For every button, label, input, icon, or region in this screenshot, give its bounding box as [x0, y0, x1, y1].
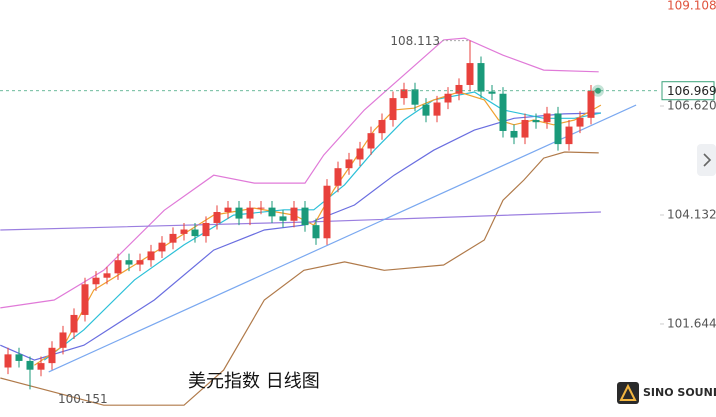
candle-body [411, 89, 419, 105]
candle-body [466, 63, 474, 85]
logo-mark [619, 383, 637, 401]
candle-body [422, 104, 430, 116]
candle-body [345, 159, 353, 169]
indicator-line [0, 37, 599, 309]
candle-body [367, 133, 375, 149]
candle-body [202, 222, 210, 237]
candle-body [59, 332, 67, 348]
candle-body [521, 120, 529, 138]
candle-body [114, 260, 122, 274]
candle-body [356, 148, 364, 160]
candle-body [26, 360, 34, 370]
candle-body [334, 168, 342, 186]
indicator-line [48, 104, 637, 373]
candle-body [400, 89, 408, 99]
chevron [703, 153, 712, 167]
candle-body [70, 314, 78, 333]
candle-body [290, 207, 298, 221]
candle-body [301, 207, 309, 226]
candle-body [213, 212, 221, 223]
candle-body [191, 229, 199, 237]
candle-body [378, 120, 386, 134]
candle-body [92, 277, 100, 285]
candle-body [279, 216, 287, 221]
candle-body [81, 284, 89, 315]
candle-body [488, 91, 496, 94]
candle-body [15, 354, 23, 361]
y-tick-label: 101.644 [667, 316, 716, 330]
candle-body [37, 363, 45, 370]
candle-body [323, 185, 331, 239]
candle-body [477, 63, 485, 92]
candle-body [455, 84, 463, 94]
last-price-box [661, 81, 715, 101]
candle-body [125, 260, 133, 265]
last-price-label: 106.969 [667, 84, 716, 98]
candle-body [554, 113, 562, 145]
candle-body [576, 117, 584, 127]
candle-body [224, 207, 232, 213]
candle-body [565, 126, 573, 145]
low-annotation: 100.151 [58, 392, 108, 406]
side-toggle[interactable] [697, 144, 716, 176]
candle-body [169, 233, 177, 243]
watermark: SINO SOUND [643, 386, 716, 399]
candle-body [499, 93, 507, 131]
candle-body [257, 207, 265, 209]
candle-body [180, 229, 188, 234]
candle-body [444, 93, 452, 103]
candle-body [235, 207, 243, 219]
y-tick-label: 104.132 [667, 207, 716, 221]
high-annotation: 108.113 [390, 34, 440, 48]
candle-body [103, 273, 111, 278]
candle-body [510, 130, 518, 138]
indicator-line [43, 91, 602, 361]
candles: 108.113 100.151 [0, 34, 660, 406]
y-tick-label: 109.108 [667, 0, 716, 13]
candle-body [158, 242, 166, 252]
candle-body [147, 251, 155, 261]
candle-body [48, 347, 56, 364]
candle-body [268, 207, 276, 217]
candle-body [587, 90, 595, 118]
candle-body [312, 225, 320, 239]
candle-body [4, 354, 12, 368]
candle-body [136, 260, 144, 265]
price-axis: 109.108 106.620 104.132 101.644 106.969 [660, 0, 716, 330]
logo: SINO SOUND [617, 382, 716, 404]
y-tick-label: 106.620 [667, 99, 716, 113]
indicator-line [0, 151, 599, 406]
last-price-dot [595, 87, 601, 94]
candle-body [246, 207, 254, 219]
candle-body [543, 113, 551, 123]
candle-body [532, 120, 540, 123]
candle-body [389, 98, 397, 121]
candle-body [433, 102, 441, 116]
chart-title: 美元指数 日线图 [188, 371, 320, 392]
